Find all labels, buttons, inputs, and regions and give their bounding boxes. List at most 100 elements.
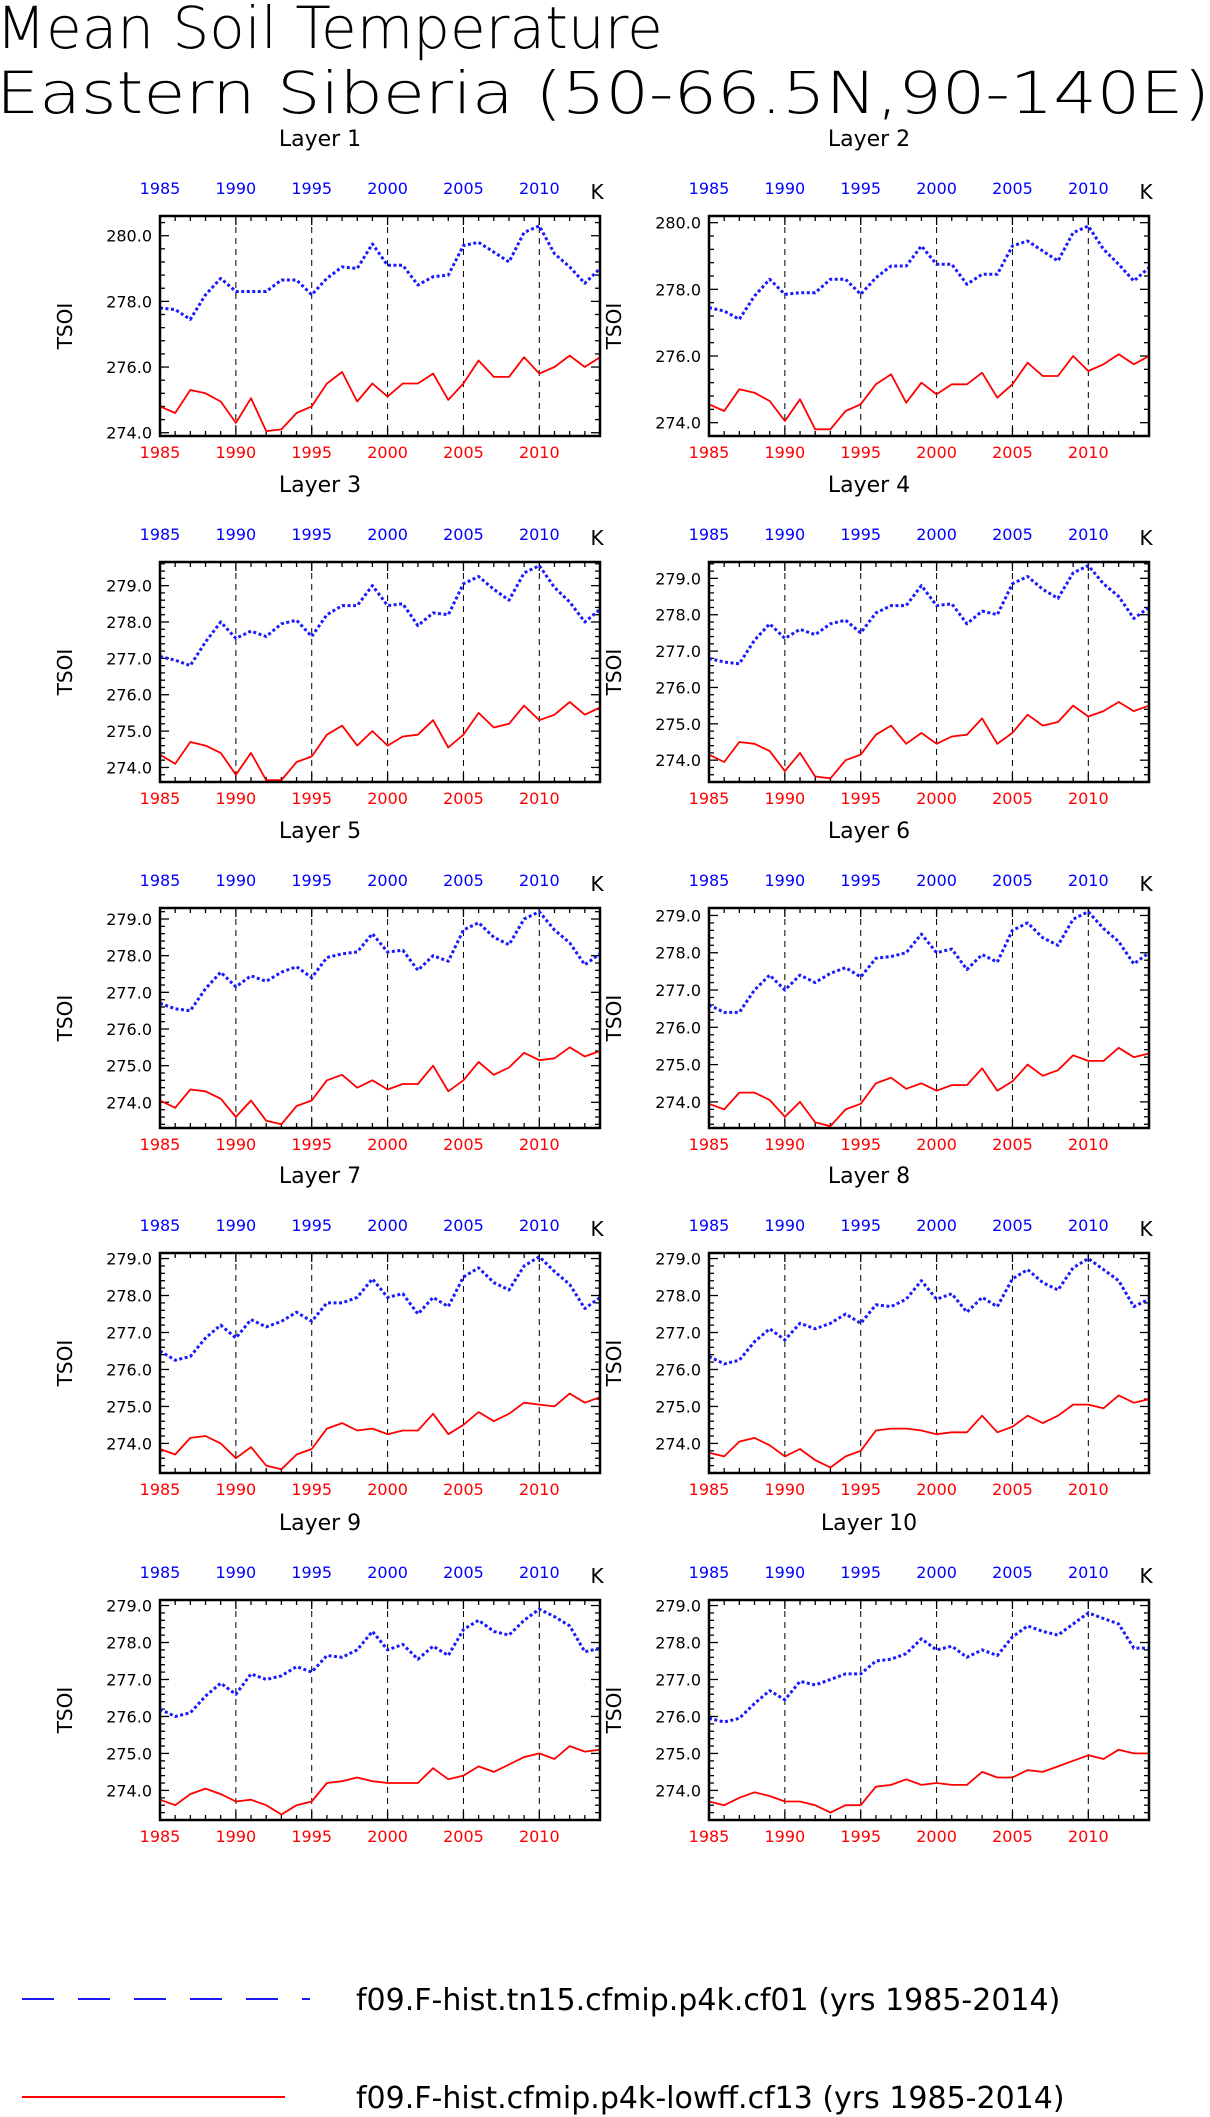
x-tick-label-bottom: 2010 xyxy=(519,1480,560,1499)
y-tick-label: 278.0 xyxy=(655,280,701,299)
x-tick-label-top: 1985 xyxy=(140,871,181,890)
units-label: K xyxy=(590,872,604,896)
x-tick-label-top: 1995 xyxy=(840,871,881,890)
x-tick-label-top: 2010 xyxy=(1068,179,1109,198)
x-tick-label-bottom: 2000 xyxy=(916,1135,957,1154)
x-tick-label-bottom: 1995 xyxy=(840,443,881,462)
y-tick-label: 274.0 xyxy=(106,758,152,777)
chart-panel-layer-10: Layer 10 K TSOI 274.0 275.0 276.0 277.0 278.0 27… xyxy=(602,1511,1153,1846)
y-tick-label: 278.0 xyxy=(655,606,701,625)
series-line-lowff xyxy=(159,1046,601,1126)
y-tick-label: 274.0 xyxy=(655,751,701,770)
x-tick-label-top: 1990 xyxy=(765,179,806,198)
y-tick-label: 275.0 xyxy=(655,1397,701,1416)
y-tick-label: 276.0 xyxy=(655,1018,701,1037)
y-tick-label: 274.0 xyxy=(655,414,701,433)
panel-title-layer-9: Layer 9 xyxy=(279,1511,361,1536)
x-tick-label-top: 2000 xyxy=(367,1216,408,1235)
series-line-lowff xyxy=(708,353,1150,431)
y-tick-label: 275.0 xyxy=(655,715,701,734)
x-tick-label-top: 2000 xyxy=(916,871,957,890)
x-tick-label-bottom: 2000 xyxy=(916,443,957,462)
figure-title-line2: Eastern Siberia (50-66.5N,90-140E) xyxy=(0,59,1210,127)
chart-panel-layer-5: Layer 5 K TSOI 274.0 275.0 276.0 277.0 278.0 279… xyxy=(53,819,604,1154)
y-tick-label: 278.0 xyxy=(106,613,152,632)
y-tick-label: 276.0 xyxy=(655,678,701,697)
legend: f09.F-hist.tn15.cfmip.p4k.cf01 (yrs 1985… xyxy=(22,1983,1065,2116)
x-tick-label-bottom: 1995 xyxy=(291,1480,332,1499)
x-tick-label-bottom: 1990 xyxy=(765,1827,806,1846)
x-tick-label-bottom: 2010 xyxy=(1068,789,1109,808)
units-label: K xyxy=(1139,180,1153,204)
x-tick-label-top: 2005 xyxy=(443,1216,484,1235)
x-tick-label-bottom: 1995 xyxy=(291,1135,332,1154)
y-axis-label: TSOI xyxy=(53,995,77,1043)
y-tick-label: 274.0 xyxy=(106,1093,152,1112)
y-tick-label: 274.0 xyxy=(655,1434,701,1453)
x-tick-label-top: 1990 xyxy=(216,525,257,544)
x-tick-label-bottom: 2000 xyxy=(367,1480,408,1499)
plot-frame xyxy=(707,560,1151,784)
y-tick-label: 276.0 xyxy=(106,358,152,377)
units-label: K xyxy=(1139,1217,1153,1241)
y-tick-label: 277.0 xyxy=(106,1323,152,1342)
x-tick-label-bottom: 1985 xyxy=(140,1827,181,1846)
y-axis-label: TSOI xyxy=(602,649,626,697)
y-tick-label: 279.0 xyxy=(106,910,152,929)
y-axis-label: TSOI xyxy=(602,1687,626,1735)
y-tick-label: 277.0 xyxy=(655,642,701,661)
x-tick-label-top: 1985 xyxy=(689,1216,730,1235)
x-tick-label-top: 2000 xyxy=(367,525,408,544)
x-tick-label-top: 2000 xyxy=(367,179,408,198)
x-tick-label-bottom: 2005 xyxy=(992,443,1033,462)
x-tick-label-bottom: 2005 xyxy=(992,1480,1033,1499)
x-tick-label-bottom: 2005 xyxy=(443,443,484,462)
x-tick-label-top: 1995 xyxy=(840,525,881,544)
panel-title-layer-2: Layer 2 xyxy=(828,127,910,152)
x-tick-label-top: 2005 xyxy=(992,1563,1033,1582)
series-line-lowff xyxy=(708,1748,1149,1814)
series-line-lowff xyxy=(159,1392,601,1471)
plot-frame xyxy=(707,214,1151,438)
x-tick-label-bottom: 2005 xyxy=(443,1480,484,1499)
units-label: K xyxy=(590,1564,604,1588)
y-axis-label: TSOI xyxy=(602,995,626,1043)
panel-title-layer-4: Layer 4 xyxy=(828,473,910,498)
y-axis-label: TSOI xyxy=(53,1687,77,1735)
x-tick-label-top: 2005 xyxy=(443,179,484,198)
y-tick-label: 278.0 xyxy=(106,947,152,966)
x-tick-label-top: 1985 xyxy=(689,179,730,198)
x-tick-label-top: 1990 xyxy=(765,1216,806,1235)
plot-frame xyxy=(158,214,602,438)
y-tick-label: 279.0 xyxy=(106,577,152,596)
x-tick-label-top: 2010 xyxy=(519,525,560,544)
x-tick-label-bottom: 1985 xyxy=(140,443,181,462)
x-tick-label-top: 1990 xyxy=(765,871,806,890)
x-tick-label-top: 1990 xyxy=(216,871,257,890)
chart-panel-layer-2: Layer 2 K TSOI 274.0 276.0 278.0 280.0 1985 1985… xyxy=(602,127,1153,462)
y-tick-label: 279.0 xyxy=(655,906,701,925)
y-tick-label: 276.0 xyxy=(106,1707,152,1726)
y-tick-label: 278.0 xyxy=(655,1287,701,1306)
units-label: K xyxy=(1139,526,1153,550)
chart-panel-layer-6: Layer 6 K TSOI 274.0 275.0 276.0 277.0 278.0 279… xyxy=(602,819,1153,1154)
x-tick-label-top: 1985 xyxy=(689,871,730,890)
x-tick-label-bottom: 1995 xyxy=(291,443,332,462)
x-tick-label-top: 2005 xyxy=(992,179,1033,198)
x-tick-label-bottom: 1985 xyxy=(689,443,730,462)
y-tick-label: 275.0 xyxy=(106,1397,152,1416)
x-tick-label-bottom: 1985 xyxy=(689,1480,730,1499)
x-tick-label-top: 2005 xyxy=(992,1216,1033,1235)
x-tick-label-bottom: 1985 xyxy=(689,1827,730,1846)
x-tick-label-bottom: 1990 xyxy=(765,1480,806,1499)
y-tick-label: 279.0 xyxy=(655,569,701,588)
panel-title-layer-7: Layer 7 xyxy=(279,1164,361,1189)
panel-title-layer-8: Layer 8 xyxy=(828,1164,910,1189)
x-tick-label-top: 2005 xyxy=(443,525,484,544)
y-tick-label: 279.0 xyxy=(106,1250,152,1269)
x-tick-label-bottom: 1985 xyxy=(140,1480,181,1499)
y-tick-label: 274.0 xyxy=(106,424,152,443)
panels: Layer 1 K TSOI 274.0 276.0 278.0 280.0 1985 1985… xyxy=(53,127,1153,1846)
x-tick-label-bottom: 2010 xyxy=(519,789,560,808)
panel-title-layer-1: Layer 1 xyxy=(279,127,361,152)
